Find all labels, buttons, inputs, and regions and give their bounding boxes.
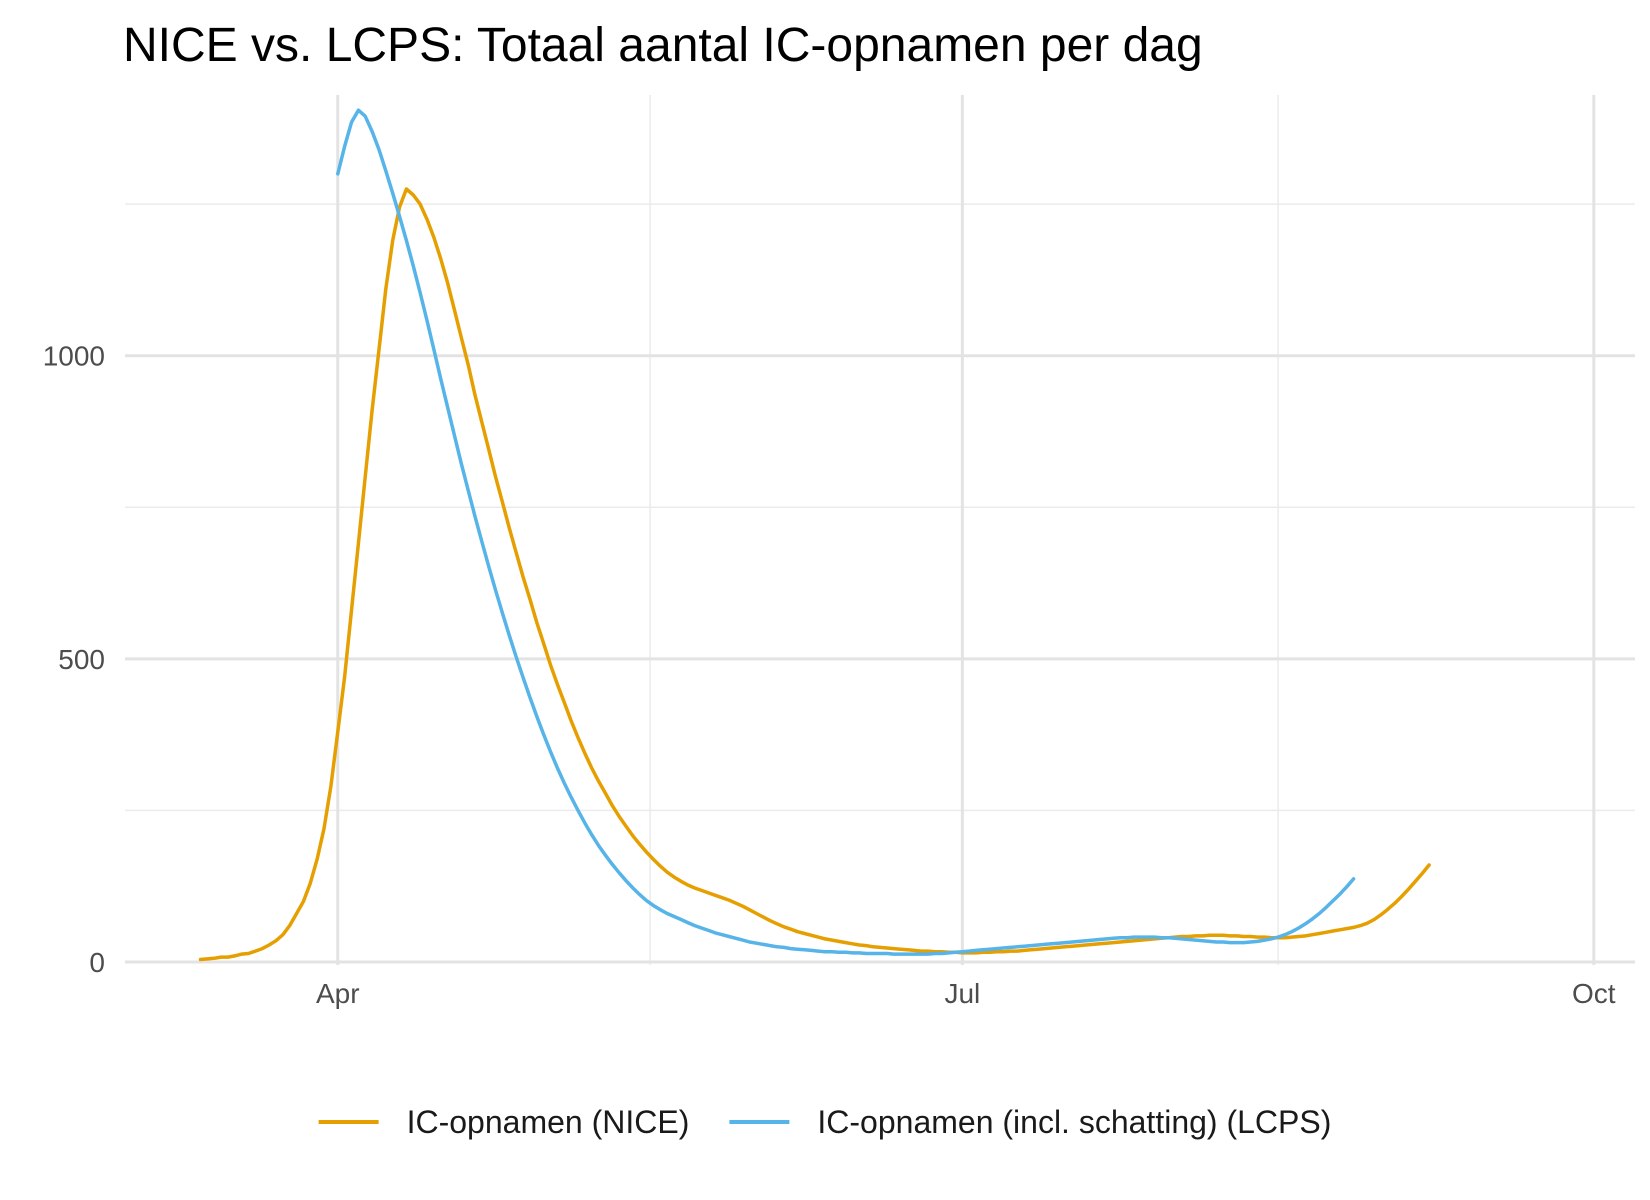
legend-item-lcps: IC-opnamen (incl. schatting) (LCPS) — [729, 1104, 1331, 1140]
legend-label: IC-opnamen (incl. schatting) (LCPS) — [817, 1104, 1331, 1140]
legend-item-nice: IC-opnamen (NICE) — [318, 1104, 690, 1140]
y-tick-label: 500 — [58, 644, 105, 675]
x-axis-tick-labels: Apr Jul Oct — [316, 978, 1616, 1009]
x-tick-label: Jul — [944, 978, 980, 1009]
y-axis-tick-labels: 0 500 1000 — [43, 341, 105, 978]
series-line-lcps — [336, 108, 1356, 956]
grid-minor — [125, 95, 1635, 965]
x-tick-label: Apr — [316, 978, 360, 1009]
x-tick-label: Oct — [1572, 978, 1616, 1009]
y-tick-label: 1000 — [43, 341, 105, 372]
legend: IC-opnamen (NICE) IC-opnamen (incl. schat… — [318, 1104, 1331, 1140]
series-layer — [198, 108, 1431, 962]
legend-label: IC-opnamen (NICE) — [407, 1104, 690, 1140]
grid-major — [125, 95, 1635, 965]
y-tick-label: 0 — [89, 947, 105, 978]
chart-title: NICE vs. LCPS: Totaal aantal IC-opnamen … — [123, 19, 1203, 72]
series-line-nice — [198, 187, 1431, 962]
